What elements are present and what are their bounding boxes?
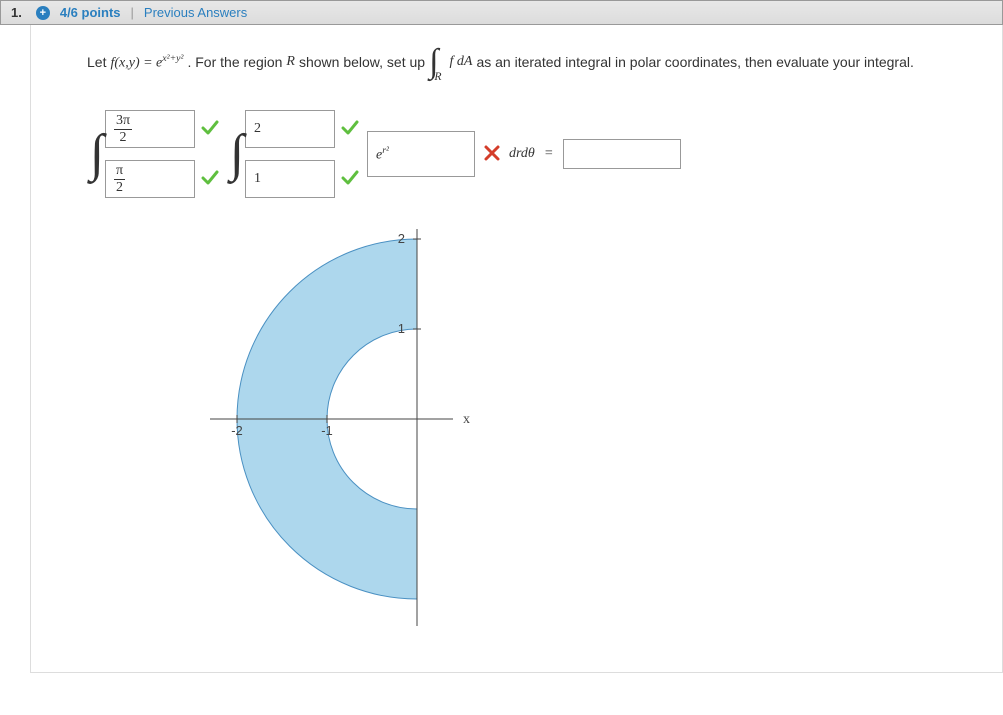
check-icon: [201, 169, 219, 190]
inner-upper-input[interactable]: 2: [245, 110, 335, 148]
func-def: f(x,y) = ex²+y²: [110, 53, 183, 72]
prompt-text: Let f(x,y) = ex²+y² . For the region R s…: [87, 45, 972, 79]
frac-den: 2: [114, 180, 125, 195]
prompt-mid: . For the region: [187, 54, 282, 70]
svg-text:x: x: [463, 412, 470, 427]
check-icon: [201, 119, 219, 140]
check-icon: [341, 169, 359, 190]
fdA: f dA: [450, 54, 473, 70]
previous-answers-link[interactable]: Previous Answers: [144, 5, 247, 20]
equals-sign: =: [545, 146, 553, 162]
x-icon: [483, 144, 501, 165]
inner-integral: ∫ 2 1: [227, 109, 359, 199]
result-input[interactable]: [563, 139, 681, 169]
question-number: 1.: [11, 5, 22, 20]
check-icon: [341, 119, 359, 140]
plus-icon[interactable]: +: [36, 6, 50, 20]
svg-text:-2: -2: [231, 423, 243, 438]
integral-icon: ∫: [87, 128, 107, 180]
separator: |: [131, 5, 134, 20]
question-content: Let f(x,y) = ex²+y² . For the region R s…: [30, 25, 1003, 673]
outer-upper-input[interactable]: 3π 2: [105, 110, 195, 148]
polar-region-graph: -2-112xy: [187, 229, 507, 649]
frac-num: 3π: [114, 114, 132, 130]
inner-lower-value: 1: [254, 171, 261, 187]
question-header: 1. + 4/6 points | Previous Answers: [0, 0, 1003, 25]
region-R: R: [286, 54, 295, 70]
svg-text:1: 1: [398, 321, 405, 336]
integral-tail: drdθ =: [509, 139, 681, 169]
integrand-input[interactable]: er²: [367, 131, 475, 177]
svg-text:2: 2: [398, 231, 405, 246]
drd-text: drdθ: [509, 146, 535, 162]
frac-den: 2: [118, 130, 129, 145]
integral-icon: ∫: [227, 128, 247, 180]
inner-lower-input[interactable]: 1: [245, 160, 335, 198]
func-lhs: f(x,y) = e: [110, 55, 162, 70]
integrand-value: er²: [376, 145, 389, 164]
inner-upper-value: 2: [254, 121, 261, 137]
outer-lower-value: π 2: [114, 164, 125, 195]
prompt-mid2: shown below, set up: [299, 54, 425, 70]
int-sub-R: R: [434, 70, 441, 83]
graph: -2-112xy: [187, 229, 972, 652]
let-word: Let: [87, 54, 106, 70]
outer-lower-input[interactable]: π 2: [105, 160, 195, 198]
frac-num: π: [114, 164, 125, 180]
svg-text:-1: -1: [321, 423, 333, 438]
integrand-exp: r²: [382, 145, 389, 156]
answer-row: ∫ 3π 2 π: [87, 109, 972, 199]
prompt-tail: as an iterated integral in polar coordin…: [476, 54, 913, 70]
func-exp: x²+y²: [162, 53, 183, 64]
outer-integral: ∫ 3π 2 π: [87, 109, 219, 199]
outer-upper-value: 3π 2: [114, 114, 132, 145]
points-text: 4/6 points: [60, 5, 121, 20]
